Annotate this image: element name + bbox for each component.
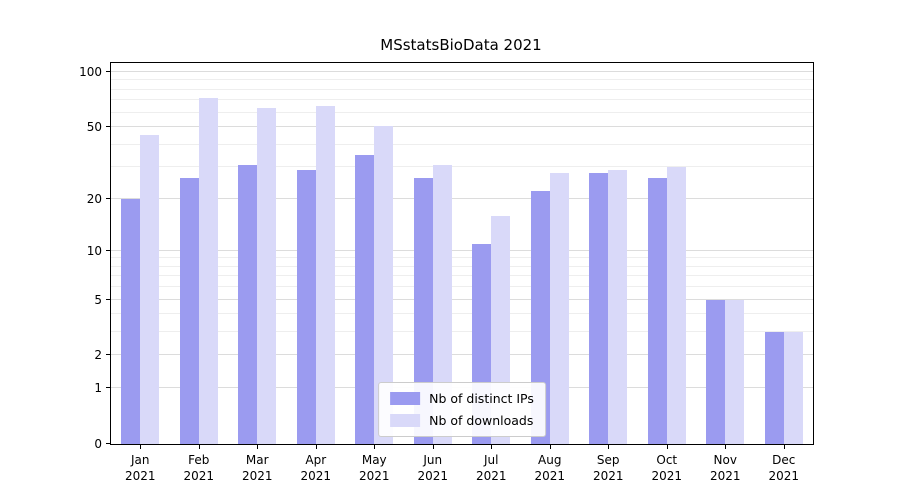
x-axis-tick	[549, 444, 551, 449]
x-axis-tick-label: Sep 2021	[592, 453, 624, 484]
y-axis-tick-label: 5	[94, 292, 102, 307]
x-axis-tick-label: Jun 2021	[417, 453, 449, 484]
bar-downloads-aug	[549, 172, 569, 444]
y-axis-tick	[106, 387, 111, 389]
y-axis-tick-label: 2	[94, 348, 102, 363]
x-axis-tick-label: Apr 2021	[300, 453, 332, 484]
minor-gridline	[111, 111, 813, 113]
x-axis-tick-label: May 2021	[358, 453, 390, 484]
minor-gridline	[111, 143, 813, 145]
y-axis-tick	[106, 298, 111, 300]
bar-distinct-ips-dec	[764, 332, 784, 444]
y-axis-tick-label: 20	[86, 191, 102, 206]
minor-gridline	[111, 286, 813, 288]
x-axis-tick-label: Aug 2021	[534, 453, 566, 484]
minor-gridline	[111, 331, 813, 333]
bar-downloads-nov	[725, 299, 745, 444]
y-axis-tick	[106, 249, 111, 251]
x-axis-tick-label: Mar 2021	[241, 453, 273, 484]
legend-swatch-distinct-ips	[390, 392, 421, 405]
bar-distinct-ips-aug	[530, 191, 550, 444]
bar-downloads-sep	[608, 169, 628, 444]
minor-gridline	[111, 275, 813, 277]
x-axis-tick-label: Oct 2021	[651, 453, 683, 484]
bar-downloads-may	[374, 125, 394, 444]
bar-distinct-ips-jun	[413, 178, 433, 444]
major-gridline	[111, 71, 813, 73]
x-axis-tick	[725, 444, 727, 449]
x-axis-tick	[315, 444, 317, 449]
legend: Nb of distinct IPs Nb of downloads	[378, 382, 546, 437]
y-axis-tick	[106, 197, 111, 199]
minor-gridline	[111, 99, 813, 101]
y-axis-tick	[106, 71, 111, 73]
bar-distinct-ips-jan	[121, 198, 141, 444]
y-axis-tick	[106, 443, 111, 444]
bar-distinct-ips-mar	[238, 164, 258, 444]
bar-distinct-ips-oct	[647, 178, 667, 444]
y-axis-tick	[106, 354, 111, 356]
x-axis-tick-label: Feb 2021	[183, 453, 215, 484]
minor-gridline	[111, 313, 813, 315]
x-axis-tick-label: Jul 2021	[475, 453, 507, 484]
y-axis-tick-label: 100	[79, 65, 102, 80]
x-axis-tick	[257, 444, 259, 449]
x-axis-tick	[491, 444, 493, 449]
bar-downloads-mar	[257, 107, 277, 444]
minor-gridline	[111, 265, 813, 267]
bar-downloads-jun	[432, 164, 452, 444]
bar-distinct-ips-feb	[179, 178, 199, 444]
bar-downloads-feb	[198, 98, 218, 444]
legend-item-distinct-ips: Nb of distinct IPs	[390, 391, 534, 406]
chart-title: MSstatsBioData 2021	[380, 36, 542, 54]
legend-swatch-downloads	[390, 414, 421, 427]
legend-item-downloads: Nb of downloads	[390, 413, 534, 428]
major-gridline	[111, 249, 813, 251]
x-axis-tick	[666, 444, 668, 449]
y-axis-tick-label: 1	[94, 381, 102, 396]
major-gridline	[111, 126, 813, 128]
x-axis-tick	[432, 444, 434, 449]
minor-gridline	[111, 257, 813, 259]
bar-distinct-ips-apr	[296, 169, 316, 444]
bar-distinct-ips-nov	[706, 299, 726, 444]
bar-downloads-apr	[315, 106, 335, 444]
legend-label-distinct-ips: Nb of distinct IPs	[429, 391, 534, 406]
bar-distinct-ips-may	[355, 155, 375, 444]
bar-downloads-dec	[783, 332, 803, 444]
x-axis-tick	[198, 444, 200, 449]
x-axis-tick	[783, 444, 785, 449]
y-axis-tick-label: 50	[86, 120, 102, 135]
minor-gridline	[111, 79, 813, 81]
bar-downloads-jan	[140, 135, 160, 444]
bar-distinct-ips-sep	[589, 172, 609, 444]
x-axis-tick	[140, 444, 142, 449]
major-gridline	[111, 298, 813, 300]
legend-label-downloads: Nb of downloads	[429, 413, 534, 428]
plot-area: Nb of distinct IPs Nb of downloads 100 50…	[79, 62, 814, 483]
bar-downloads-oct	[666, 167, 686, 444]
major-gridline	[111, 354, 813, 356]
x-axis-tick-label: Dec 2021	[768, 453, 800, 484]
major-gridline	[111, 197, 813, 199]
x-axis-tick	[374, 444, 376, 449]
x-axis-tick-label: Jan 2021	[124, 453, 156, 484]
y-axis-tick-label: 0	[94, 437, 102, 451]
minor-gridline	[111, 166, 813, 168]
minor-gridline	[111, 88, 813, 90]
y-axis-tick	[106, 126, 111, 128]
y-axis-tick-label: 10	[86, 243, 102, 258]
x-axis-tick-label: Nov 2021	[709, 453, 741, 484]
x-axis-tick	[608, 444, 610, 449]
